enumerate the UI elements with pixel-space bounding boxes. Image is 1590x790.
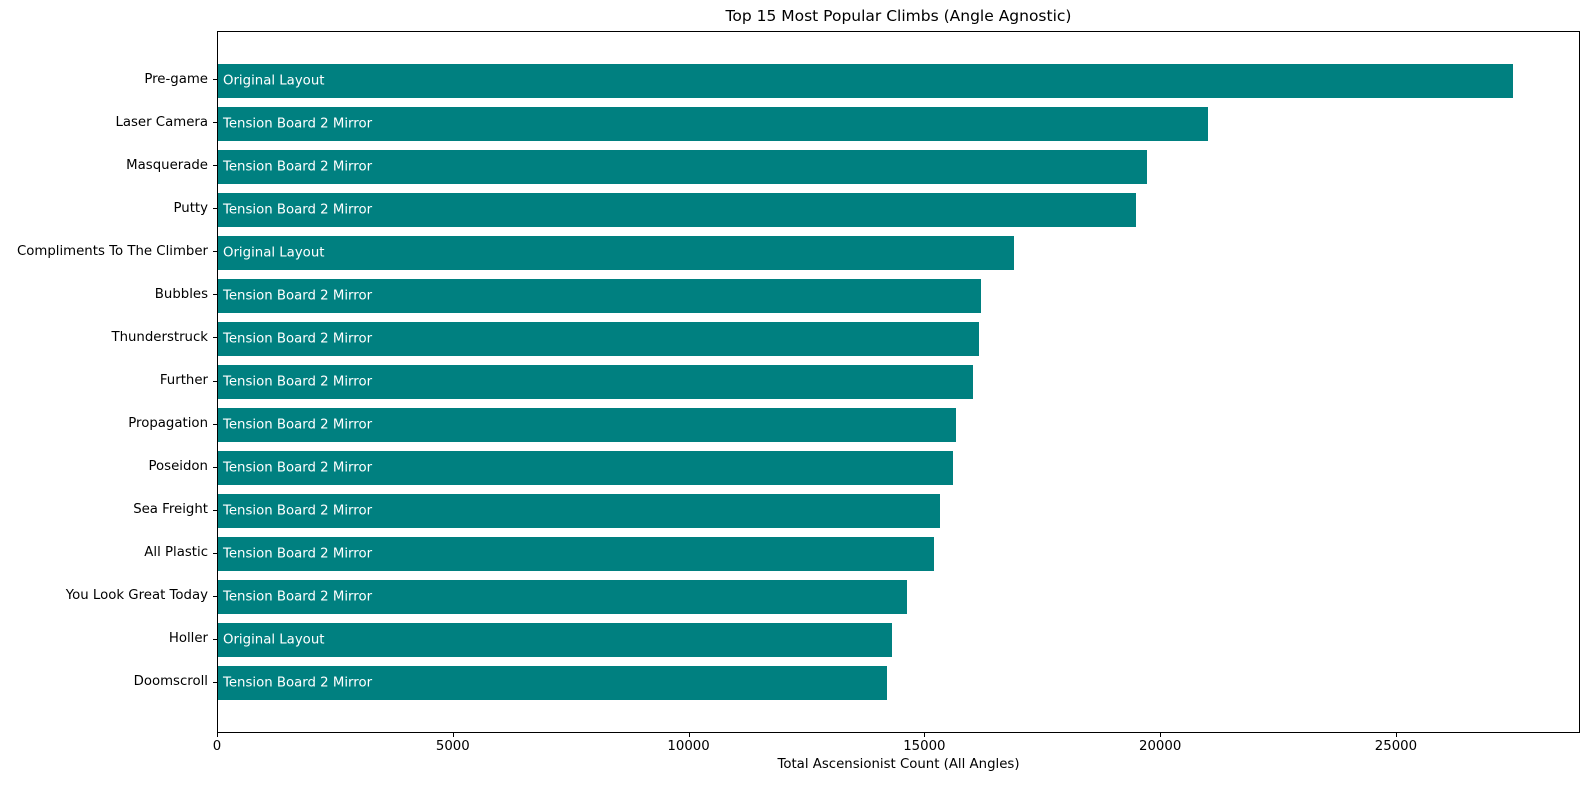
y-tick-label-sea-freight: Sea Freight (133, 502, 208, 517)
y-tick-mark (213, 337, 217, 339)
y-tick-mark (213, 165, 217, 167)
bar-putty: Tension Board 2 Mirror (218, 192, 1136, 228)
bar-layout-label: Tension Board 2 Mirror (223, 202, 373, 218)
bar-layout-label: Original Layout (223, 632, 325, 648)
bar-layout-label: Tension Board 2 Mirror (223, 116, 373, 132)
x-tick-mark (452, 733, 454, 737)
y-tick-label-pre-game: Pre-game (144, 71, 208, 87)
y-tick-label-putty: Putty (173, 200, 208, 216)
bar-pre-game: Original Layout (218, 63, 1513, 99)
x-tick-label-20000: 20000 (1139, 739, 1182, 754)
y-tick-mark (213, 380, 217, 382)
bar-sea-freight: Tension Board 2 Mirror (218, 493, 940, 529)
x-tick-label-25000: 25000 (1374, 739, 1418, 754)
y-tick-label-masquerade: Masquerade (126, 157, 208, 173)
y-tick-label-propagation: Propagation (128, 416, 208, 431)
bar-holler: Original Layout (218, 622, 893, 658)
bar-laser-camera: Tension Board 2 Mirror (218, 106, 1209, 142)
y-tick-mark (213, 79, 217, 81)
bar-layout-label: Tension Board 2 Mirror (223, 288, 373, 304)
bar-propagation: Tension Board 2 Mirror (218, 407, 956, 443)
y-tick-mark (213, 638, 217, 640)
y-tick-mark (213, 595, 217, 597)
y-tick-mark (213, 122, 217, 124)
y-tick-label-holler: Holler (168, 631, 208, 647)
bar-layout-label: Original Layout (223, 245, 325, 261)
y-tick-label-further: Further (159, 373, 208, 388)
y-tick-mark (213, 552, 217, 554)
y-tick-label-compliments-to-the-climber: Compliments To The Climber (16, 243, 208, 259)
y-tick-mark (213, 208, 217, 210)
x-tick-mark (924, 733, 926, 737)
bar-compliments-to-the-climber: Original Layout (218, 235, 1015, 271)
y-tick-mark (213, 294, 217, 296)
bar-layout-label: Tension Board 2 Mirror (223, 589, 373, 605)
bar-layout-label: Tension Board 2 Mirror (223, 417, 373, 433)
x-tick-label-0: 0 (212, 739, 222, 754)
bar-layout-label: Tension Board 2 Mirror (223, 503, 373, 519)
y-tick-label-all-plastic: All Plastic (144, 545, 208, 560)
bar-layout-label: Tension Board 2 Mirror (223, 374, 373, 390)
bar-thunderstruck: Tension Board 2 Mirror (218, 321, 980, 357)
bar-you-look-great-today: Tension Board 2 Mirror (218, 579, 908, 615)
y-tick-mark (213, 251, 217, 253)
bar-further: Tension Board 2 Mirror (218, 364, 973, 400)
y-tick-mark (213, 423, 217, 425)
y-tick-mark (213, 681, 217, 683)
bar-masquerade: Tension Board 2 Mirror (218, 149, 1147, 185)
x-tick-label-10000: 10000 (667, 739, 710, 754)
x-tick-mark (688, 733, 690, 737)
x-tick-label-15000: 15000 (903, 739, 946, 754)
y-tick-label-thunderstruck: Thunderstruck (111, 329, 208, 345)
bar-layout-label: Tension Board 2 Mirror (223, 546, 373, 562)
bar-all-plastic: Tension Board 2 Mirror (218, 536, 935, 572)
bar-doomscroll: Tension Board 2 Mirror (218, 665, 887, 701)
chart-title: Top 15 Most Popular Climbs (Angle Agnost… (725, 7, 1072, 25)
y-tick-label-poseidon: Poseidon (148, 459, 209, 474)
bar-layout-label: Original Layout (223, 73, 325, 89)
x-tick-mark (1160, 733, 1162, 737)
bar-layout-label: Tension Board 2 Mirror (223, 460, 373, 476)
x-axis-label: Total Ascensionist Count (All Angles) (777, 757, 1020, 772)
bar-bubbles: Tension Board 2 Mirror (218, 278, 982, 314)
bar-layout-label: Tension Board 2 Mirror (223, 331, 373, 347)
bar-layout-label: Tension Board 2 Mirror (223, 675, 373, 691)
bar-layout-label: Tension Board 2 Mirror (223, 159, 373, 175)
y-tick-label-you-look-great-today: You Look Great Today (65, 588, 208, 603)
x-tick-mark (217, 733, 218, 737)
x-tick-mark (1395, 733, 1397, 737)
x-tick-label-5000: 5000 (435, 739, 470, 754)
y-tick-label-bubbles: Bubbles (154, 286, 208, 302)
plot-area: Original Layout Tension Board 2 Mirror Ten… (217, 31, 1580, 733)
y-tick-label-laser-camera: Laser Camera (115, 114, 208, 130)
y-tick-label-doomscroll: Doomscroll (133, 674, 208, 690)
bar-poseidon: Tension Board 2 Mirror (218, 450, 953, 486)
y-tick-mark (213, 509, 217, 511)
y-tick-mark (213, 466, 217, 468)
